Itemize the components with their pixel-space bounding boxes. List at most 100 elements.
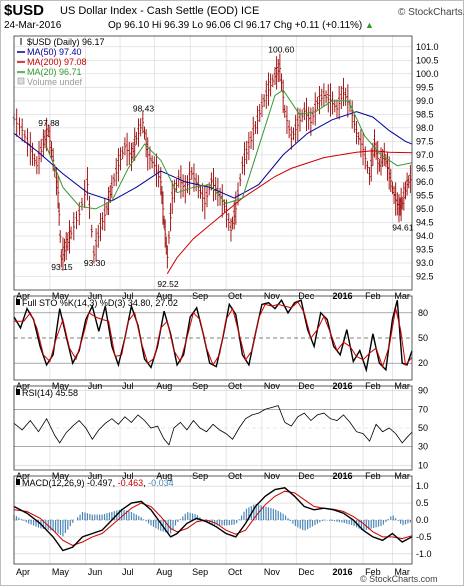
x-axis-label: Dec	[298, 567, 315, 577]
macd-hist-bar	[179, 519, 181, 521]
macd-hist-bar	[57, 520, 59, 534]
macd-hist-bar	[106, 513, 108, 521]
macd-hist-bar	[209, 520, 211, 524]
macd-hist-bar	[304, 520, 306, 531]
macd-hist-bar	[157, 520, 159, 530]
macd-hist-bar	[316, 520, 318, 524]
macd-hist-bar	[297, 520, 299, 528]
macd-legend-hist: -0.034	[148, 478, 174, 488]
macd-hist-bar	[329, 520, 331, 521]
x-axis-label: Nov	[264, 567, 281, 577]
x-axis-label: Dec	[298, 291, 315, 301]
macd-hist-bar	[226, 520, 228, 526]
x-axis-label: Feb	[365, 291, 381, 301]
x-axis-label: Jul	[122, 291, 134, 301]
sto-k-line	[13, 298, 413, 373]
macd-hist-bar	[280, 512, 282, 521]
macd-hist-bar	[143, 519, 145, 521]
macd-hist-bar	[260, 505, 262, 521]
x-axis-label: May	[52, 291, 70, 301]
macd-hist-bar	[64, 520, 66, 533]
x-axis-label: May	[52, 567, 70, 577]
macd-hist-bar	[292, 520, 294, 524]
x-axis-label: Apr	[16, 567, 30, 577]
macd-legend: MACD(12,26,9) -0.497, -0.463, -0.034	[22, 478, 174, 488]
price-ytick-label: 96.5	[416, 163, 434, 173]
macd-hist-bar	[409, 520, 411, 523]
price-ytick-label: 100.5	[416, 55, 439, 65]
rsi-ytick-label: 70	[418, 404, 428, 414]
macd-hist-bar	[96, 514, 98, 521]
macd-hist-bar	[360, 520, 363, 531]
ma20-line	[46, 89, 413, 210]
stockcharts-logo: © StockCharts.com	[398, 7, 464, 18]
x-axis-label: Mar	[394, 567, 410, 577]
rsi-panel	[13, 385, 413, 471]
macd-hist-bar	[28, 520, 30, 524]
macd-hist-bar	[135, 514, 137, 521]
macd-hist-bar	[99, 514, 101, 521]
macd-legend-swatch	[16, 479, 20, 485]
x-axis-label: Feb	[365, 381, 381, 391]
macd-legend-sep: ,	[143, 478, 148, 488]
macd-hist-bar	[81, 511, 84, 521]
x-axis-label: Sep	[192, 381, 208, 391]
macd-hist-bar	[407, 520, 409, 524]
macd-hist-bar	[77, 517, 79, 521]
macd-hist-bar	[240, 515, 243, 521]
macd-hist-bar	[37, 520, 40, 528]
macd-hist-bar	[169, 520, 172, 534]
macd-hist-bar	[302, 520, 304, 531]
macd-hist-bar	[216, 520, 218, 526]
x-axis-label: Oct	[228, 291, 243, 301]
macd-legend-label: MACD(12,26,9)	[22, 478, 87, 488]
legend-swatch-volume	[17, 77, 25, 85]
x-axis-label: Apr	[16, 381, 30, 391]
macd-hist-bar	[319, 520, 321, 523]
macd-hist-bar	[399, 520, 402, 524]
macd-hist-bar	[194, 514, 196, 521]
macd-hist-bar	[147, 520, 150, 524]
x-axis-label: Oct	[228, 471, 243, 481]
macd-hist-bar	[387, 519, 389, 521]
macd-hist-bar	[287, 518, 289, 521]
rsi-legend-swatch	[16, 389, 20, 395]
sto-ytick-label: 20	[418, 358, 428, 368]
macd-hist-bar	[118, 509, 120, 521]
macd-ytick-label: 0.5	[416, 498, 429, 508]
macd-hist-bar	[20, 519, 22, 521]
macd-ytick-label: 0.0	[416, 515, 429, 525]
macd-ytick-label: -0.5	[416, 532, 432, 542]
x-axis-label: Jun	[88, 567, 103, 577]
sto-ytick-label: 80	[418, 308, 428, 318]
macd-hist-bar	[333, 520, 336, 522]
rsi-ytick-label: 50	[418, 423, 428, 433]
macd-hist-bar	[89, 513, 91, 521]
macd-hist-bar	[245, 508, 248, 521]
macd-hist-bar	[253, 504, 255, 521]
macd-hist-bar	[277, 510, 279, 521]
macd-hist-bar	[309, 520, 311, 528]
macd-hist-bar	[233, 520, 235, 525]
macd-hist-bar	[282, 513, 284, 521]
macd-hist-bar	[113, 511, 115, 521]
macd-hist-bar	[223, 520, 226, 526]
price-ytick-label: 99.5	[416, 82, 434, 92]
price-ytick-label: 98.0	[416, 123, 434, 133]
macd-hist-bar	[275, 509, 277, 521]
macd-hist-bar	[35, 520, 37, 527]
price-ytick-label: 100.0	[416, 69, 439, 79]
macd-hist-bar	[174, 520, 177, 526]
instrument-name: US Dollar Index - Cash Settle (EOD) ICE	[60, 5, 260, 17]
price-annotation: 94.61	[392, 222, 414, 232]
macd-panel	[13, 475, 413, 565]
price-ytick-label: 92.5	[416, 271, 434, 281]
macd-hist-bar	[160, 520, 162, 531]
macd-hist-bar	[231, 520, 233, 525]
price-panel	[13, 35, 413, 291]
macd-hist-bar	[265, 506, 267, 521]
price-ytick-label: 97.0	[416, 150, 434, 160]
macd-hist-bar	[314, 520, 316, 526]
